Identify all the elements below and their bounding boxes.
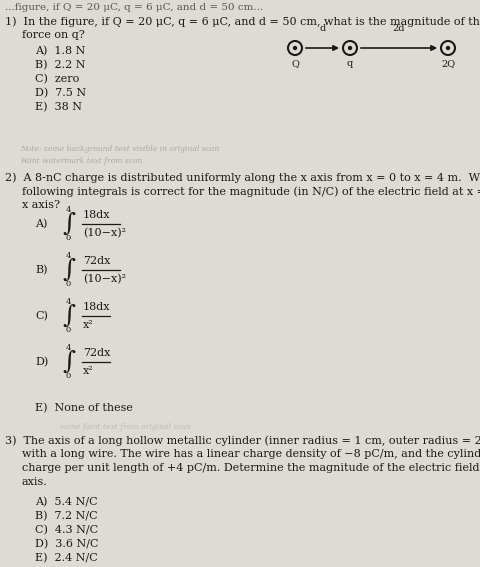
Text: 2)  A 8-nC charge is distributed uniformly along the x axis from x = 0 to x = 4 : 2) A 8-nC charge is distributed uniforml… xyxy=(5,172,480,183)
Text: ∫: ∫ xyxy=(62,259,75,282)
Text: 72dx: 72dx xyxy=(83,256,110,266)
Text: 4: 4 xyxy=(66,206,72,214)
Text: D)  3.6 N/C: D) 3.6 N/C xyxy=(35,539,98,549)
Text: q: q xyxy=(347,59,353,68)
Text: 2Q: 2Q xyxy=(441,59,455,68)
Text: (10−x)²: (10−x)² xyxy=(83,274,126,284)
Text: some faint text from original scan: some faint text from original scan xyxy=(60,423,191,431)
Text: 0: 0 xyxy=(66,280,71,288)
Text: C)  zero: C) zero xyxy=(35,74,79,84)
Text: C): C) xyxy=(35,311,48,321)
Text: ...figure, if Q = 20 μC, q = 6 μC, and d = 50 cm...: ...figure, if Q = 20 μC, q = 6 μC, and d… xyxy=(5,3,263,12)
Text: 4: 4 xyxy=(66,298,72,306)
Text: 18dx: 18dx xyxy=(83,210,110,220)
Text: 4: 4 xyxy=(66,344,72,352)
Text: 0: 0 xyxy=(66,326,71,334)
Text: Faint watermark text from scan: Faint watermark text from scan xyxy=(20,157,143,165)
Text: 72dx: 72dx xyxy=(83,348,110,358)
Text: (10−x)²: (10−x)² xyxy=(83,228,126,238)
Text: with a long wire. The wire has a linear charge density of −8 pC/m, and the cylin: with a long wire. The wire has a linear … xyxy=(22,449,480,459)
Text: x²: x² xyxy=(83,320,94,330)
Circle shape xyxy=(293,46,297,49)
Text: 0: 0 xyxy=(66,234,71,242)
Text: 3)  The axis of a long hollow metallic cylinder (inner radius = 1 cm, outer radi: 3) The axis of a long hollow metallic cy… xyxy=(5,435,480,446)
Text: 4: 4 xyxy=(66,252,72,260)
Text: C)  4.3 N/C: C) 4.3 N/C xyxy=(35,525,98,535)
Text: Q: Q xyxy=(291,59,299,68)
Text: E)  2.4 N/C: E) 2.4 N/C xyxy=(35,553,98,563)
Text: A)  5.4 N/C: A) 5.4 N/C xyxy=(35,497,97,507)
Text: E)  38 N: E) 38 N xyxy=(35,102,82,112)
Text: axis.: axis. xyxy=(22,477,48,487)
Text: ∫: ∫ xyxy=(62,350,75,374)
Text: charge per unit length of +4 pC/m. Determine the magnitude of the electric field: charge per unit length of +4 pC/m. Deter… xyxy=(22,463,480,473)
Text: following integrals is correct for the magnitude (in N/C) of the electric field : following integrals is correct for the m… xyxy=(22,186,480,197)
Text: A)  1.8 N: A) 1.8 N xyxy=(35,46,85,56)
Text: 0: 0 xyxy=(66,372,71,380)
Text: D): D) xyxy=(35,357,48,367)
Circle shape xyxy=(446,46,449,49)
Circle shape xyxy=(348,46,351,49)
Text: force on q?: force on q? xyxy=(22,30,85,40)
Text: 2d: 2d xyxy=(393,24,405,33)
Text: B)  2.2 N: B) 2.2 N xyxy=(35,60,85,70)
Text: B): B) xyxy=(35,265,48,275)
Text: Note: some background text visible in original scan: Note: some background text visible in or… xyxy=(20,145,219,153)
Text: d: d xyxy=(319,24,325,33)
Text: x axis?: x axis? xyxy=(22,200,60,210)
Text: A): A) xyxy=(35,219,48,229)
Text: E)  None of these: E) None of these xyxy=(35,403,133,413)
Text: x²: x² xyxy=(83,366,94,376)
Text: ∫: ∫ xyxy=(62,213,75,235)
Text: ∫: ∫ xyxy=(62,304,75,328)
Text: B)  7.2 N/C: B) 7.2 N/C xyxy=(35,511,97,521)
Text: 1)  In the figure, if Q = 20 μC, q = 6 μC, and d = 50 cm, what is the magnitude : 1) In the figure, if Q = 20 μC, q = 6 μC… xyxy=(5,16,480,27)
Text: D)  7.5 N: D) 7.5 N xyxy=(35,88,86,98)
Text: 18dx: 18dx xyxy=(83,302,110,312)
